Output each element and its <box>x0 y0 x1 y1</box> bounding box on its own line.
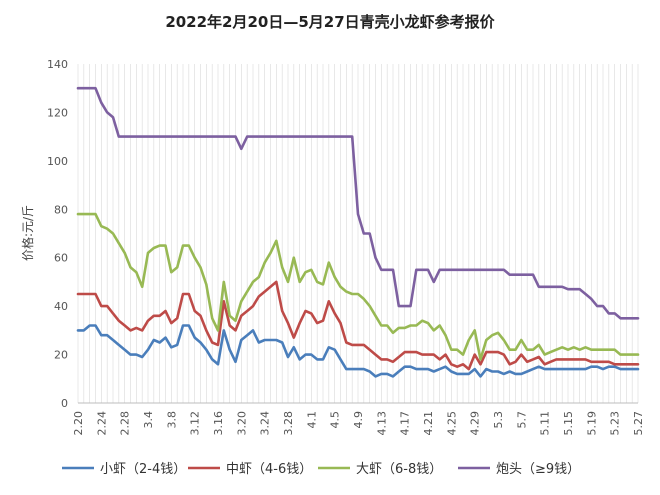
x-tick-label: 3.24 <box>259 411 272 436</box>
x-tick-label: 2.20 <box>72 411 85 436</box>
x-tick-label: 3.16 <box>212 411 225 436</box>
x-tick-label: 5.3 <box>492 411 505 429</box>
series-line-1 <box>76 324 640 378</box>
x-tick-label: 4.13 <box>375 411 388 436</box>
x-tick-label: 4.9 <box>352 411 365 429</box>
y-tick-label: 40 <box>54 300 68 313</box>
series-line-2 <box>76 280 640 371</box>
x-tick-label: 4.17 <box>399 411 412 436</box>
y-tick-label: 140 <box>47 58 68 71</box>
legend-label: 炮头（≥9钱） <box>496 462 580 477</box>
y-tick-label: 20 <box>54 349 68 362</box>
x-tick-label: 5.19 <box>585 411 598 436</box>
x-tick-label: 5.23 <box>609 411 622 436</box>
x-tick-label: 4.1 <box>305 411 318 429</box>
series-line-3 <box>76 212 640 361</box>
x-tick-label: 4.21 <box>422 411 435 436</box>
x-tick-label: 5.15 <box>562 411 575 436</box>
x-tick-label: 5.27 <box>632 411 645 436</box>
y-axis-title: 价格:元/斤 <box>20 205 35 261</box>
legend: 小虾（2-4钱） 中虾（4-6钱） 大虾（6-8钱） 炮头（≥9钱） <box>62 462 580 477</box>
y-tick-label: 80 <box>54 203 68 216</box>
y-axis-ticks: 0 20 40 60 80 100 120 140 <box>47 58 68 410</box>
legend-label: 中虾（4-6钱） <box>226 462 312 477</box>
x-tick-label: 4.5 <box>329 411 342 429</box>
x-axis-ticks: 2.20 2.24 2.28 3.4 3.8 3.12 3.16 3.20 3.24 3.28 4.… <box>72 411 645 436</box>
series-lines <box>76 86 640 378</box>
x-tick-label: 2.24 <box>95 411 108 436</box>
x-tick-label: 3.4 <box>142 411 155 429</box>
x-tick-label: 2.28 <box>119 411 132 436</box>
x-tick-label: 3.20 <box>235 411 248 436</box>
x-tick-label: 5.11 <box>539 411 552 436</box>
x-tick-label: 3.28 <box>282 411 295 436</box>
y-tick-label: 120 <box>47 106 68 119</box>
y-tick-label: 60 <box>54 252 68 265</box>
legend-label: 大虾（6-8钱） <box>356 462 442 477</box>
x-tick-label: 4.25 <box>445 411 458 436</box>
grid-lines <box>77 64 639 403</box>
legend-label: 小虾（2-4钱） <box>100 462 186 477</box>
y-tick-label: 100 <box>47 155 68 168</box>
x-tick-label: 3.8 <box>165 411 178 429</box>
x-tick-label: 5.7 <box>515 411 528 429</box>
chart-title: 2022年2月20日—5月27日青壳小龙虾参考报价 <box>165 13 495 31</box>
y-tick-label: 0 <box>61 397 68 410</box>
series-line-4 <box>76 86 640 320</box>
x-tick-label: 4.29 <box>469 411 482 436</box>
x-tick-label: 3.12 <box>189 411 202 436</box>
